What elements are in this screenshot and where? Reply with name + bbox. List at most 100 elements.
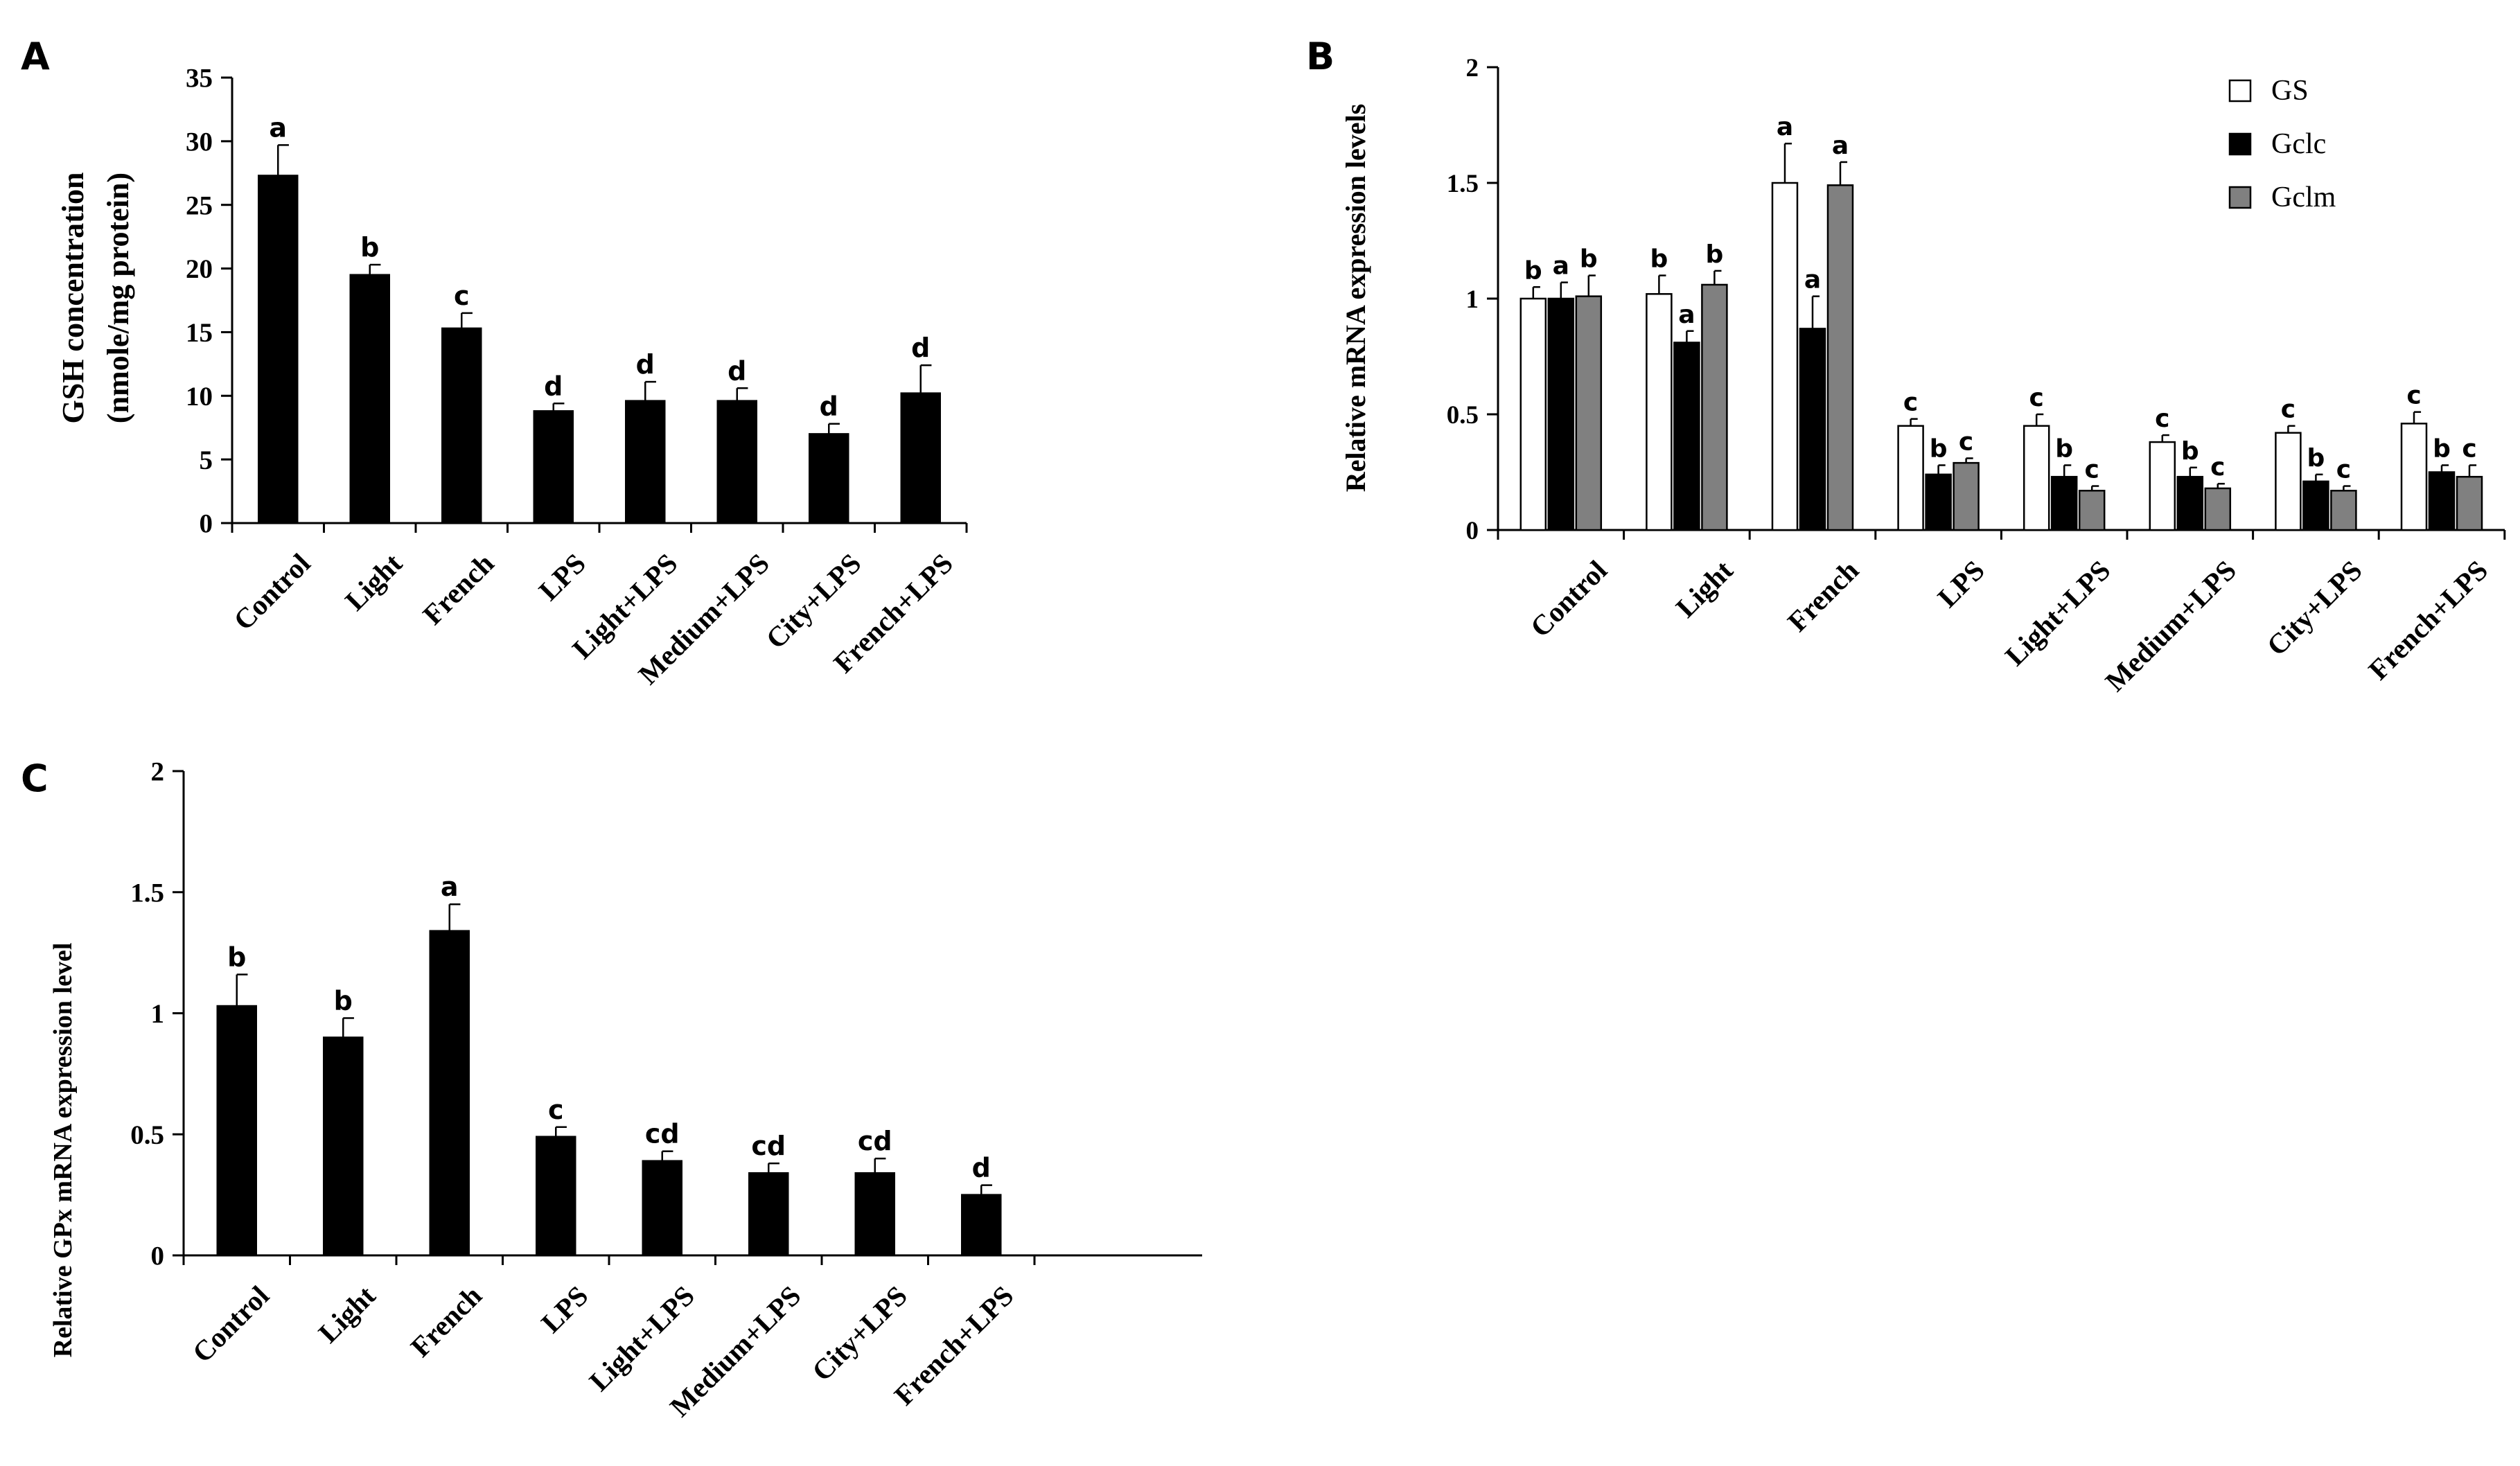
bar xyxy=(2204,487,2232,531)
x-category-label: Light+LPS xyxy=(583,1280,701,1397)
bar xyxy=(2428,471,2456,531)
bar xyxy=(748,1172,789,1257)
bar xyxy=(854,1172,895,1257)
y-tick-label: 35 xyxy=(186,64,213,94)
bar xyxy=(2050,475,2078,531)
significance-letter: b xyxy=(334,985,353,1016)
bar xyxy=(2330,489,2357,531)
bar xyxy=(809,433,849,524)
legend: GS Gclc Gclm xyxy=(2228,75,2336,213)
significance-letter: d xyxy=(544,371,563,401)
bar xyxy=(2078,489,2106,531)
x-category-label: French+LPS xyxy=(2362,554,2494,686)
x-category-label: Control xyxy=(227,547,317,637)
bar xyxy=(2275,432,2302,531)
y-tick-label: 5 xyxy=(200,445,213,475)
bar xyxy=(2023,425,2050,531)
significance-letter: c xyxy=(2210,453,2225,482)
x-category-label: Light xyxy=(1669,554,1738,624)
y-tick-label: 0 xyxy=(200,509,213,539)
significance-letter: a xyxy=(1678,301,1695,329)
y-axis-title: (nmole/mg protein) xyxy=(101,173,135,423)
y-tick-label: 1.5 xyxy=(130,878,164,908)
x-category-label: LPS xyxy=(535,1280,594,1339)
significance-letter: c xyxy=(2462,434,2476,463)
legend-swatch xyxy=(2228,132,2252,156)
legend-label: Gclc xyxy=(2271,128,2326,160)
x-category-label: Light xyxy=(312,1280,381,1349)
significance-letter: c xyxy=(548,1095,564,1125)
significance-letter: c xyxy=(2155,405,2169,433)
y-tick-label: 0 xyxy=(151,1242,165,1271)
significance-letter: d xyxy=(820,391,838,422)
y-tick-label: 2 xyxy=(151,757,165,787)
panel-label: B xyxy=(1306,35,1334,78)
y-tick-label: 30 xyxy=(186,127,213,157)
y-tick-label: 0.5 xyxy=(130,1120,164,1150)
significance-letter: a xyxy=(1804,266,1821,294)
bar xyxy=(441,327,482,524)
x-category-label: City+LPS xyxy=(806,1280,913,1387)
bar xyxy=(1646,293,1673,531)
significance-letter: b xyxy=(360,232,379,263)
bar xyxy=(1925,473,1952,531)
bar xyxy=(2400,423,2428,531)
significance-letter: d xyxy=(972,1153,991,1183)
bar xyxy=(716,400,757,524)
bar xyxy=(1897,425,1924,531)
bar xyxy=(2456,475,2483,531)
bar xyxy=(1701,283,1728,531)
y-tick-label: 1 xyxy=(151,999,165,1029)
y-tick-label: 0.5 xyxy=(1447,401,1479,430)
bar xyxy=(323,1036,364,1257)
bar xyxy=(642,1160,682,1257)
significance-letter: a xyxy=(441,872,459,902)
significance-letter: b xyxy=(1524,256,1542,285)
bar xyxy=(1771,182,1799,531)
y-tick-label: 10 xyxy=(186,382,213,412)
bar xyxy=(2149,441,2176,531)
bar xyxy=(2176,475,2204,531)
significance-letter: c xyxy=(1959,427,1973,456)
x-category-label: French xyxy=(416,547,500,631)
y-tick-label: 0 xyxy=(1466,517,1479,545)
legend-swatch xyxy=(2228,79,2252,103)
bar xyxy=(1519,297,1547,531)
significance-letter: cd xyxy=(858,1126,892,1156)
y-tick-label: 1 xyxy=(1466,285,1479,314)
significance-letter: d xyxy=(911,333,930,363)
x-category-label: Control xyxy=(186,1280,275,1369)
significance-letter: a xyxy=(269,112,287,143)
chart-panel-a: A 0 5 10 15 20 25 30 35 GSH concentration (nmole/m… xyxy=(21,35,968,691)
x-category-label: French xyxy=(1781,554,1865,638)
panel-label: C xyxy=(21,757,49,800)
chart-panel-c: C 0 0.5 1 1.5 2 Relative GPx mRNA expression l… xyxy=(21,757,1202,1423)
x-category-label: Medium+LPS xyxy=(2099,554,2242,698)
bar xyxy=(1547,297,1575,531)
bar xyxy=(533,410,574,524)
significance-letter: b xyxy=(2181,437,2199,466)
y-tick-label: 15 xyxy=(186,318,213,348)
bar xyxy=(900,392,941,524)
panel-label: A xyxy=(21,35,50,78)
significance-letter: b xyxy=(2307,444,2325,473)
y-axis-title: Relative mRNA expression levels xyxy=(1340,104,1371,492)
significance-letter: cd xyxy=(751,1131,786,1161)
y-axis-title: GSH concentration xyxy=(56,173,90,424)
significance-letter: b xyxy=(1930,434,1948,463)
significance-letter: c xyxy=(2281,396,2296,424)
x-category-label: LPS xyxy=(1931,554,1991,614)
significance-letter: c xyxy=(2085,456,2099,484)
bar xyxy=(1826,184,1854,531)
legend-label: GS xyxy=(2271,75,2309,107)
bar xyxy=(216,1005,257,1257)
x-category-label: French xyxy=(404,1280,488,1363)
legend-swatch xyxy=(2228,186,2252,209)
y-axis-title: Relative GPx mRNA expression level xyxy=(49,943,78,1358)
significance-letter: b xyxy=(2433,434,2451,463)
significance-letter: a xyxy=(1553,252,1569,281)
significance-letter: a xyxy=(1777,113,1793,141)
significance-letter: b xyxy=(227,942,246,973)
significance-letter: c xyxy=(454,281,470,311)
